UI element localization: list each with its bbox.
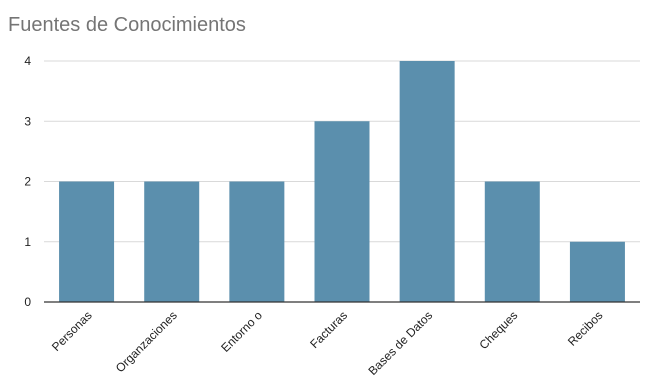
bar xyxy=(59,181,115,302)
x-tick-label: Recibos xyxy=(565,308,606,349)
bar xyxy=(314,121,370,302)
bar xyxy=(484,181,540,302)
x-tick-label: Personas xyxy=(49,308,95,354)
x-tick-label: Facturas xyxy=(307,308,350,351)
x-tick-label: Entorno o xyxy=(218,308,265,355)
chart-title: Fuentes de Conocimientos xyxy=(8,14,246,36)
y-tick-label: 1 xyxy=(24,235,31,249)
bar xyxy=(569,241,625,302)
y-tick-label: 2 xyxy=(24,175,31,189)
x-tick-label: Cheques xyxy=(477,308,521,352)
x-tick-label: Bases de Datos xyxy=(365,308,435,378)
bar xyxy=(229,181,285,302)
x-tick-label: Organzaciones xyxy=(113,308,180,375)
y-tick-label: 0 xyxy=(24,295,31,309)
y-tick-label: 3 xyxy=(24,114,31,128)
y-tick-label: 4 xyxy=(24,54,31,68)
bar xyxy=(399,61,455,302)
bar xyxy=(144,181,200,302)
